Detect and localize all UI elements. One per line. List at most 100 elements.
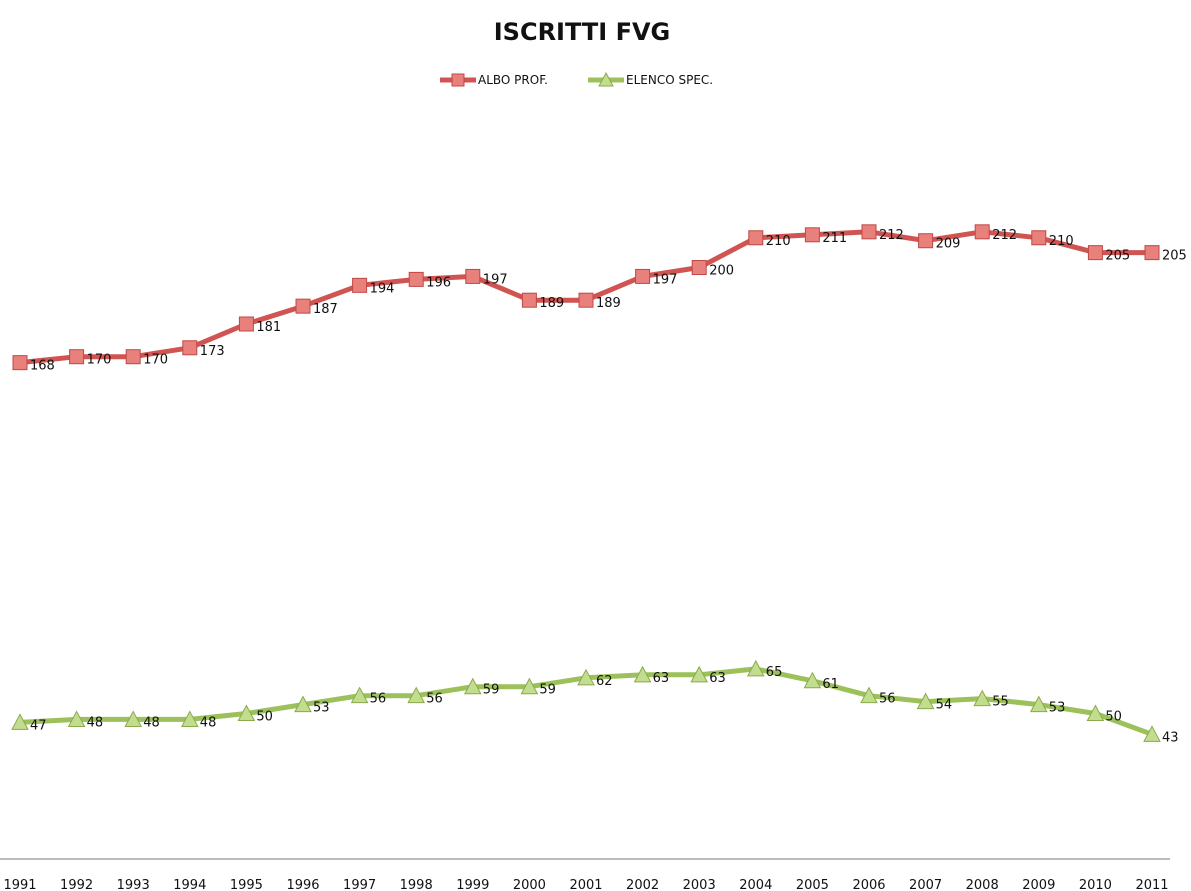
point-elenco-1995 (237, 704, 256, 721)
legend-marker-elenco (598, 71, 614, 87)
x-tick-label-1996: 1996 (286, 878, 319, 891)
x-tick-label-1999: 1999 (456, 878, 489, 891)
point-albo-1992 (69, 349, 85, 365)
x-tick-label-2007: 2007 (909, 878, 942, 891)
data-label-albo-1994: 173 (200, 344, 225, 359)
x-axis-ticks: 1991 1992 1993 1994 1995 1996 1997 1998 1999 2000… (3, 878, 1168, 891)
point-elenco-2008 (973, 689, 992, 707)
point-albo-2008 (974, 224, 990, 240)
data-label-elenco-1992: 48 (87, 715, 104, 730)
data-label-albo-2004: 210 (766, 234, 791, 249)
x-tick-label-1992: 1992 (60, 878, 93, 891)
data-label-elenco-2008: 55 (992, 695, 1009, 710)
x-tick-label-2004: 2004 (739, 878, 772, 891)
x-tick-label-2008: 2008 (966, 878, 999, 891)
legend-label-albo: ALBO PROF. (478, 73, 548, 87)
point-albo-1998 (408, 271, 424, 287)
point-albo-1991 (12, 355, 28, 371)
x-tick-label-1991: 1991 (3, 878, 36, 891)
data-label-elenco-2005: 61 (822, 677, 839, 692)
point-elenco-2000 (520, 677, 539, 695)
point-albo-2007 (918, 233, 934, 249)
point-albo-1997 (352, 277, 368, 293)
data-label-elenco-2003: 63 (709, 671, 726, 686)
data-label-albo-2005: 211 (822, 231, 847, 246)
legend-item-elenco: ELENCO SPEC. (588, 71, 713, 87)
point-elenco-1997 (350, 686, 369, 704)
x-tick-label-2003: 2003 (683, 878, 716, 891)
x-tick-label-1993: 1993 (117, 878, 150, 891)
point-albo-1994 (182, 340, 198, 356)
data-label-albo-1999: 197 (483, 272, 508, 287)
point-elenco-1993 (124, 710, 143, 727)
series-albo: 168 170 170 173 181 187 194 196 197 189 189 197 200 2… (12, 224, 1187, 374)
data-label-elenco-2009: 53 (1049, 701, 1066, 716)
x-tick-label-1998: 1998 (400, 878, 433, 891)
point-elenco-1996 (294, 695, 312, 713)
point-albo-2003 (691, 260, 707, 275)
data-label-albo-2000: 189 (539, 296, 564, 311)
legend-item-albo: ALBO PROF. (440, 73, 548, 87)
x-tick-label-2010: 2010 (1079, 878, 1112, 891)
point-albo-2009 (1031, 230, 1047, 246)
data-label-elenco-2001: 62 (596, 674, 613, 689)
x-tick-label-1997: 1997 (343, 878, 376, 891)
point-elenco-1994 (180, 710, 199, 727)
data-label-albo-2006: 212 (879, 228, 904, 243)
point-elenco-1999 (463, 677, 482, 695)
point-albo-2004 (748, 230, 764, 246)
point-elenco-2002 (633, 665, 652, 683)
data-label-albo-2001: 189 (596, 296, 621, 311)
series-elenco: 47 48 48 48 50 53 56 56 59 59 62 63 63 65 61 56 54 55 53 50… (11, 659, 1179, 745)
data-label-elenco-1997: 56 (370, 692, 387, 707)
point-elenco-1991 (11, 713, 29, 730)
data-label-elenco-2000: 59 (539, 683, 556, 698)
x-tick-label-2009: 2009 (1022, 878, 1055, 891)
data-label-albo-1991: 168 (30, 359, 55, 374)
data-label-elenco-2007: 54 (936, 698, 953, 713)
data-label-albo-1995: 181 (256, 320, 281, 335)
data-label-elenco-2011: 43 (1162, 730, 1179, 745)
x-tick-label-1994: 1994 (173, 878, 206, 891)
data-label-elenco-1996: 53 (313, 701, 330, 716)
point-elenco-2010 (1086, 704, 1105, 721)
data-label-albo-1992: 170 (87, 353, 112, 368)
data-label-albo-2003: 200 (709, 264, 734, 279)
point-albo-2010 (1087, 245, 1103, 261)
point-elenco-2005 (803, 671, 822, 689)
point-elenco-2006 (860, 686, 878, 704)
point-albo-1999 (465, 268, 481, 284)
data-label-albo-1996: 187 (313, 302, 338, 317)
point-elenco-2011 (1143, 725, 1161, 742)
data-label-albo-2008: 212 (992, 228, 1017, 243)
point-elenco-1992 (67, 710, 86, 727)
point-albo-1996 (295, 298, 311, 314)
plot-area: 168 170 170 173 181 187 194 196 197 189 189 197 200 2… (11, 224, 1187, 745)
x-tick-label-2005: 2005 (796, 878, 829, 891)
point-albo-1995 (238, 316, 254, 332)
x-tick-label-2002: 2002 (626, 878, 659, 891)
data-label-elenco-1993: 48 (143, 715, 160, 730)
data-label-elenco-1998: 56 (426, 692, 443, 707)
data-label-elenco-1999: 59 (483, 683, 500, 698)
point-albo-2000 (521, 292, 537, 308)
point-elenco-2009 (1029, 695, 1048, 713)
x-tick-label-2001: 2001 (569, 878, 602, 891)
data-label-elenco-2004: 65 (766, 665, 783, 680)
point-elenco-2001 (577, 668, 595, 686)
x-tick-label-2000: 2000 (513, 878, 546, 891)
point-albo-2002 (635, 268, 651, 284)
legend-marker-albo (451, 73, 465, 87)
point-albo-2011 (1144, 245, 1160, 261)
point-albo-2001 (578, 292, 594, 308)
data-label-elenco-1991: 47 (30, 718, 47, 733)
x-tick-label-1995: 1995 (230, 878, 263, 891)
data-label-albo-2007: 209 (936, 237, 961, 252)
data-label-albo-2011: 205 (1162, 249, 1187, 264)
point-albo-2005 (804, 227, 820, 243)
data-label-elenco-2002: 63 (653, 671, 670, 686)
point-elenco-1998 (407, 686, 426, 704)
chart-title: ISCRITTI FVG (494, 18, 670, 46)
data-label-albo-1998: 196 (426, 275, 451, 290)
